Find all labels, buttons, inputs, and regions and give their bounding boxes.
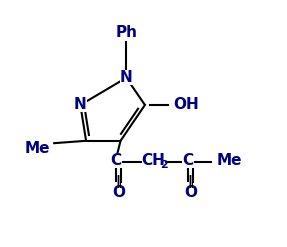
Text: Me: Me [217,153,242,168]
Text: N: N [74,98,87,112]
Text: ‖: ‖ [115,175,122,188]
Text: O: O [112,185,125,200]
Text: OH: OH [174,98,199,112]
Text: C: C [183,153,193,168]
Text: 2: 2 [160,160,168,170]
Text: ‖: ‖ [187,175,193,188]
Text: C: C [111,153,122,168]
Text: Ph: Ph [115,25,137,40]
Text: Me: Me [25,141,50,156]
Text: CH: CH [141,153,166,168]
Text: O: O [184,185,197,200]
Text: N: N [120,70,133,85]
